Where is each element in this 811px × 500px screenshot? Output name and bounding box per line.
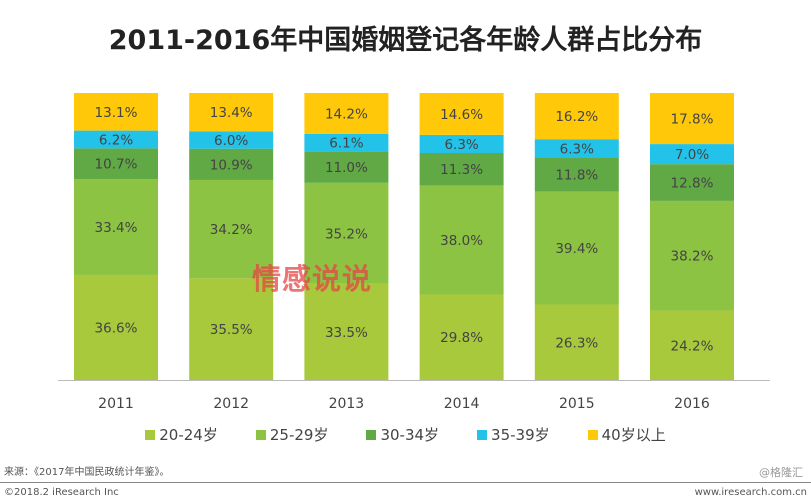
bar-segment xyxy=(304,133,389,152)
legend-swatch xyxy=(145,429,156,440)
bar-segment xyxy=(534,191,619,305)
bar-segment xyxy=(419,185,504,295)
copyright: ©2018.2 iResearch Inc xyxy=(4,487,119,498)
bar-segment xyxy=(419,93,504,135)
data-label: 10.7% xyxy=(95,157,138,173)
bar-segment xyxy=(304,151,389,183)
bar-segment xyxy=(74,148,158,180)
stacked-bar-chart: 36.6% 33.4% 10.7% 6.2% 13.1% 2011 35.5% 34.2% 10… xyxy=(58,93,770,412)
bar-segment xyxy=(650,200,734,311)
legend-item: 40岁以上 xyxy=(587,424,666,445)
x-tick-label: 2014 xyxy=(444,396,480,412)
data-label: 6.0% xyxy=(214,133,248,149)
legend-label: 40岁以上 xyxy=(601,426,666,444)
bar-segment xyxy=(534,93,619,140)
data-label: 17.8% xyxy=(671,112,714,128)
legend-item: 25-29岁 xyxy=(255,424,329,445)
data-label: 33.5% xyxy=(325,325,368,341)
legend-label: 35-39岁 xyxy=(491,426,550,444)
data-label: 39.4% xyxy=(555,241,598,257)
legend-label: 30-34岁 xyxy=(380,426,440,444)
x-tick-label: 2016 xyxy=(674,396,710,412)
bar-segment xyxy=(189,93,274,132)
data-label: 11.8% xyxy=(555,168,598,184)
data-label: 13.1% xyxy=(95,105,138,121)
bar-segment xyxy=(534,157,619,192)
source-note: 来源：《2017年中国民政统计年鉴》。 xyxy=(4,467,170,478)
data-label: 11.3% xyxy=(440,162,483,178)
data-label: 16.2% xyxy=(555,109,598,125)
footer-divider xyxy=(0,482,811,483)
legend-swatch xyxy=(255,429,266,440)
data-label: 24.2% xyxy=(671,338,714,354)
legend-item: 35-39岁 xyxy=(477,424,550,445)
data-label: 36.6% xyxy=(95,320,138,336)
data-label: 26.3% xyxy=(555,335,598,351)
data-label: 6.2% xyxy=(99,132,133,148)
data-label: 38.2% xyxy=(671,249,714,265)
data-label: 10.9% xyxy=(210,157,253,173)
bar-segment xyxy=(189,278,274,380)
bar-segment xyxy=(419,152,504,186)
data-label: 38.0% xyxy=(440,233,483,249)
bar-segment xyxy=(534,304,619,380)
bar-segment xyxy=(304,182,389,284)
legend-swatch xyxy=(366,429,377,440)
data-label: 12.8% xyxy=(671,176,714,192)
x-tick-label: 2012 xyxy=(213,396,249,412)
chart-title: 2011-2016年中国婚姻登记各年龄人群占比分布 xyxy=(108,25,703,56)
data-label: 14.6% xyxy=(440,107,483,123)
legend-label: 25-29岁 xyxy=(269,426,329,444)
bar-segment xyxy=(419,134,504,153)
x-tick-label: 2011 xyxy=(98,396,134,412)
bar-segment xyxy=(304,93,389,134)
legend-swatch xyxy=(587,429,598,440)
legend-item: 20-24岁 xyxy=(145,424,218,445)
data-label: 14.2% xyxy=(325,106,368,122)
bar-segment xyxy=(74,274,158,380)
data-label: 13.4% xyxy=(210,105,253,121)
bar-segment xyxy=(650,144,734,165)
bar-segment xyxy=(650,164,734,201)
x-tick-label: 2015 xyxy=(559,396,595,412)
legend-item: 30-34岁 xyxy=(366,424,439,445)
data-label: 6.3% xyxy=(560,142,594,158)
legend-swatch xyxy=(477,429,488,440)
data-label: 33.4% xyxy=(95,220,138,236)
bar-segment xyxy=(74,130,158,149)
x-tick-label: 2013 xyxy=(329,396,365,412)
bar-segment xyxy=(189,148,274,180)
data-label: 6.1% xyxy=(329,136,363,152)
data-label: 6.3% xyxy=(444,137,478,153)
site-url: www.iresearch.com.cn xyxy=(694,487,807,498)
data-label: 29.8% xyxy=(440,330,483,346)
bar-segment xyxy=(419,294,504,380)
bar-segment xyxy=(74,93,158,131)
bar-segment xyxy=(650,93,734,145)
legend: 20-24岁 25-29岁 30-34岁 35-39岁 40岁以上 xyxy=(0,424,811,445)
bar-segment xyxy=(189,131,274,149)
data-label: 7.0% xyxy=(675,147,709,163)
bar-segment xyxy=(74,179,158,275)
legend-label: 20-24岁 xyxy=(159,426,218,444)
bar-segment xyxy=(304,283,389,380)
bar-segment xyxy=(650,310,734,380)
bar-segment xyxy=(189,179,274,279)
data-label: 35.5% xyxy=(210,322,253,338)
data-label: 35.2% xyxy=(325,226,368,242)
data-label: 11.0% xyxy=(325,160,368,176)
watermark-corner: @格隆汇 xyxy=(759,466,803,479)
bar-segment xyxy=(534,139,619,158)
watermark-center: 情感说说 xyxy=(252,262,373,296)
data-label: 34.2% xyxy=(210,222,253,238)
